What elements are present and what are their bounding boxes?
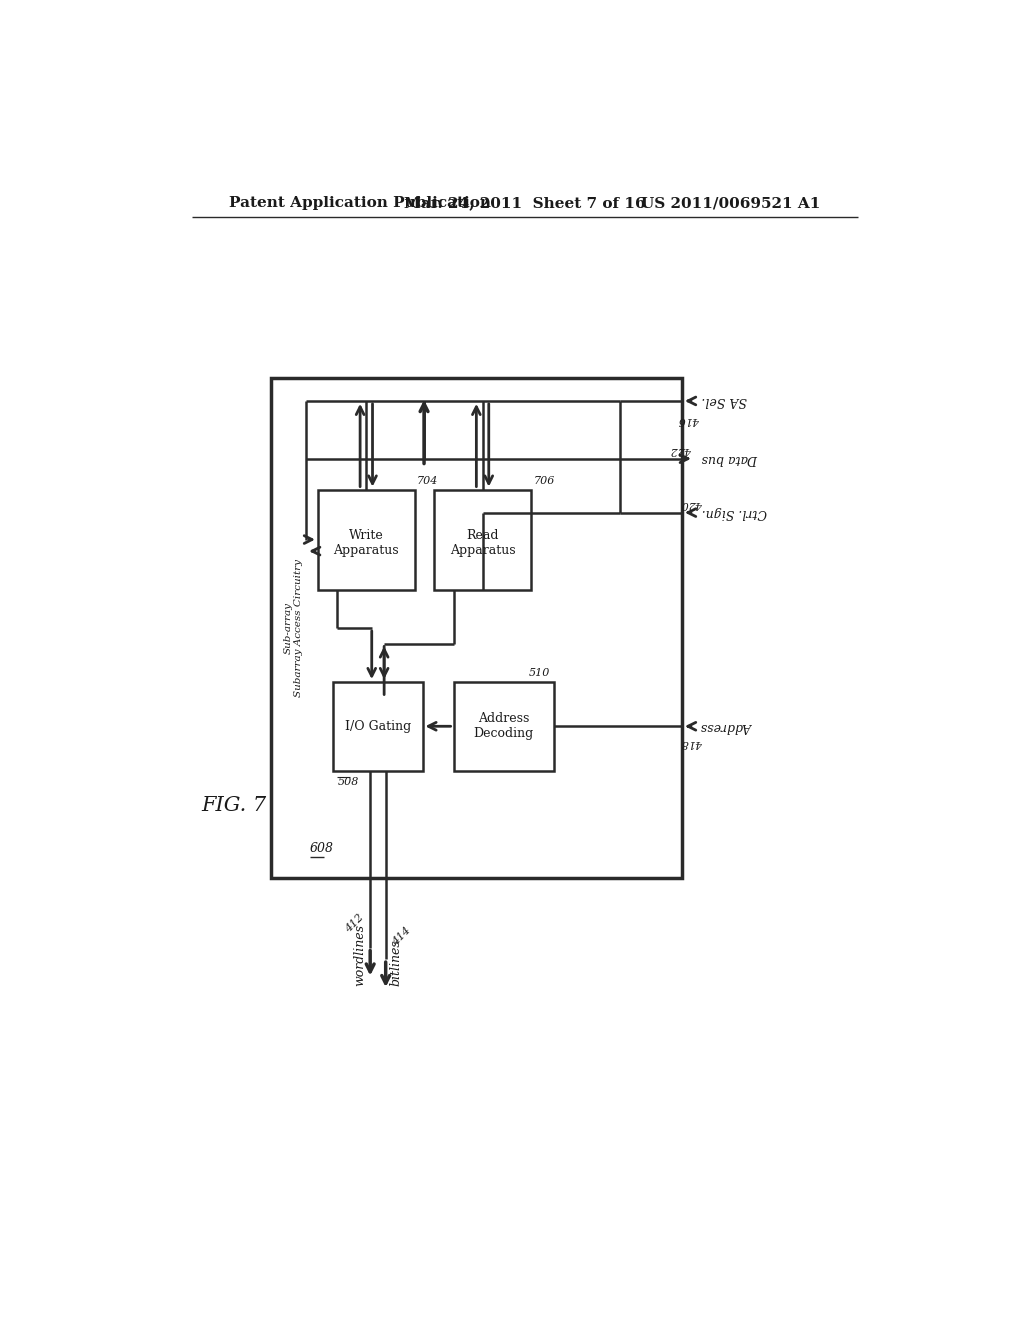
Bar — [454, 682, 554, 771]
Text: 418: 418 — [682, 738, 703, 748]
Text: Ctrl. Sign.: Ctrl. Sign. — [701, 506, 767, 519]
Text: US 2011/0069521 A1: US 2011/0069521 A1 — [641, 197, 821, 210]
Text: 608: 608 — [310, 842, 334, 855]
Text: Address
Decoding: Address Decoding — [474, 713, 534, 741]
Text: Write
Apparatus: Write Apparatus — [334, 529, 399, 557]
Text: bitlines: bitlines — [389, 940, 402, 986]
Text: 420: 420 — [682, 499, 703, 508]
Text: 422: 422 — [671, 445, 692, 455]
Bar — [334, 682, 423, 771]
Text: wordlines: wordlines — [353, 924, 367, 986]
Bar — [434, 490, 531, 590]
Bar — [317, 490, 415, 590]
Text: Mar. 24, 2011  Sheet 7 of 16: Mar. 24, 2011 Sheet 7 of 16 — [404, 197, 645, 210]
Text: 508: 508 — [337, 776, 358, 787]
Text: 510: 510 — [529, 668, 550, 678]
Text: SA Sel.: SA Sel. — [701, 395, 748, 408]
Bar — [271, 378, 682, 878]
Text: 414: 414 — [390, 925, 413, 948]
Text: 412: 412 — [344, 912, 366, 935]
Text: Sub-array
Subarray Access Circuitry: Sub-array Subarray Access Circuitry — [284, 560, 303, 697]
Text: Read
Apparatus: Read Apparatus — [450, 529, 515, 557]
Text: Patent Application Publication: Patent Application Publication — [228, 197, 490, 210]
Text: 416: 416 — [678, 414, 699, 425]
Text: FIG. 7: FIG. 7 — [202, 796, 266, 814]
Text: Data bus: Data bus — [701, 453, 758, 465]
Text: I/O Gating: I/O Gating — [345, 719, 411, 733]
Text: 704: 704 — [417, 475, 438, 486]
Text: 706: 706 — [534, 475, 555, 486]
Text: Address: Address — [701, 719, 753, 733]
